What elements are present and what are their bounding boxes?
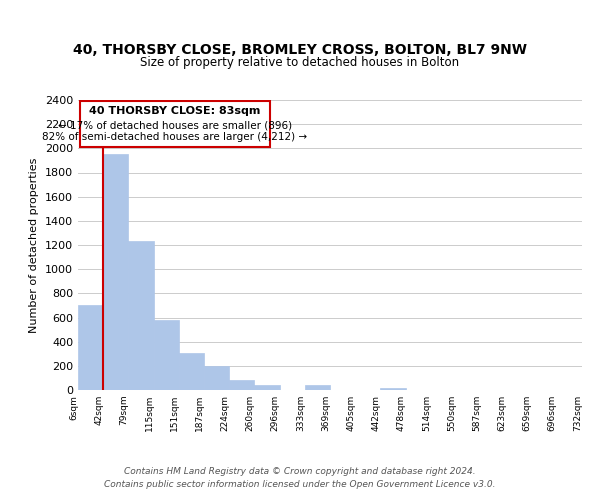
Bar (254, 384, 280, 390)
Bar (380, 388, 406, 390)
Text: ← 17% of detached houses are smaller (896): ← 17% of detached houses are smaller (89… (58, 120, 292, 130)
Bar (179, 353, 204, 390)
Bar (229, 380, 254, 390)
Bar (154, 320, 179, 390)
Y-axis label: Number of detached properties: Number of detached properties (29, 158, 40, 332)
Text: 40 THORSBY CLOSE: 83sqm: 40 THORSBY CLOSE: 83sqm (89, 106, 260, 116)
Text: Contains public sector information licensed under the Open Government Licence v3: Contains public sector information licen… (104, 480, 496, 489)
Bar (204, 366, 229, 390)
Bar (305, 385, 330, 390)
Bar (78, 306, 103, 390)
Text: Contains HM Land Registry data © Crown copyright and database right 2024.: Contains HM Land Registry data © Crown c… (124, 467, 476, 476)
Text: 40, THORSBY CLOSE, BROMLEY CROSS, BOLTON, BL7 9NW: 40, THORSBY CLOSE, BROMLEY CROSS, BOLTON… (73, 44, 527, 58)
Text: Size of property relative to detached houses in Bolton: Size of property relative to detached ho… (140, 56, 460, 69)
Bar (103, 154, 128, 390)
Text: 82% of semi-detached houses are larger (4,212) →: 82% of semi-detached houses are larger (… (42, 132, 307, 142)
Bar (128, 242, 154, 390)
FancyBboxPatch shape (80, 101, 269, 147)
